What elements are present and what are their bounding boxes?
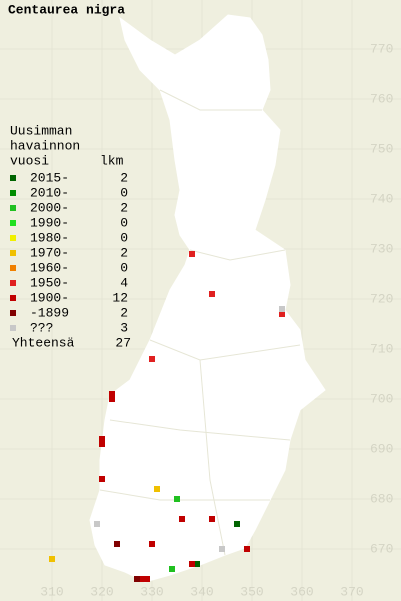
legend: 2015- 2 2010- 0 2000- 2 1990- 0 1980- 0 1970- 2 1960… (10, 170, 131, 350)
legend-swatch (10, 190, 16, 196)
northing-label: 670 (370, 541, 393, 556)
observation-square (179, 516, 185, 522)
northing-label: 700 (370, 391, 393, 406)
easting-label: 320 (90, 584, 113, 599)
total-label: Yhteensä (12, 335, 75, 350)
northing-label: 710 (370, 341, 393, 356)
legend-count: 0 (120, 230, 128, 245)
legend-label: 1990- (30, 215, 69, 230)
legend-heading: havainnon (10, 138, 80, 153)
legend-swatch (10, 310, 16, 316)
legend-swatch (10, 175, 16, 181)
legend-count: 0 (120, 260, 128, 275)
legend-label: 2010- (30, 185, 69, 200)
legend-label: 1980- (30, 230, 69, 245)
observation-square (189, 251, 195, 257)
observation-square (209, 291, 215, 297)
northing-label: 730 (370, 241, 393, 256)
map-title: Centaurea nigra (8, 2, 125, 17)
easting-label: 360 (290, 584, 313, 599)
legend-label: 1960- (30, 260, 69, 275)
region-border (99, 489, 270, 501)
northing-label: 690 (370, 441, 393, 456)
observation-square (209, 516, 215, 522)
northing-label: 750 (370, 141, 393, 156)
observation-square (49, 556, 55, 562)
legend-count: 0 (120, 185, 128, 200)
legend-swatch (10, 280, 16, 286)
observation-square (99, 476, 105, 482)
legend-label: 1950- (30, 275, 69, 290)
legend-label: 2015- (30, 170, 69, 185)
region-border (189, 249, 286, 261)
observation-square (144, 576, 150, 582)
observation-square (189, 561, 195, 567)
observation-square (169, 566, 175, 572)
easting-label: 350 (240, 584, 263, 599)
easting-label: 370 (340, 584, 363, 599)
easting-label: 310 (40, 584, 63, 599)
legend-header-count: lkm (100, 153, 124, 168)
observation-square (109, 391, 115, 397)
observation-square (149, 356, 155, 362)
observation-square (244, 546, 250, 552)
region-borders (99, 89, 301, 556)
legend-label: 2000- (30, 200, 69, 215)
legend-swatch (10, 235, 16, 241)
legend-count: 3 (120, 320, 128, 335)
legend-label: ??? (30, 320, 53, 335)
northing-label: 770 (370, 41, 393, 56)
observations (49, 251, 285, 582)
northing-label: 720 (370, 291, 393, 306)
legend-swatch (10, 250, 16, 256)
legend-count: 2 (120, 305, 128, 320)
observation-square (99, 441, 105, 447)
legend-swatch (10, 205, 16, 211)
legend-swatch (10, 265, 16, 271)
legend-label: 1900- (30, 290, 69, 305)
finland-outline (89, 14, 326, 583)
observation-square (194, 561, 200, 567)
legend-count: 0 (120, 215, 128, 230)
legend-count: 2 (120, 245, 128, 260)
legend-heading: Uusimman (10, 123, 72, 138)
easting-label: 340 (190, 584, 213, 599)
total-count: 27 (115, 335, 131, 350)
legend-count: 12 (112, 290, 128, 305)
observation-square (234, 521, 240, 527)
observation-square (99, 436, 105, 442)
observation-square (139, 576, 145, 582)
legend-swatch (10, 325, 16, 331)
legend-swatch (10, 295, 16, 301)
legend-header-year: vuosi (10, 153, 49, 168)
observation-square (174, 496, 180, 502)
observation-square (219, 546, 225, 552)
legend-label: -1899 (30, 305, 69, 320)
region-border (199, 359, 226, 556)
easting-label: 330 (140, 584, 163, 599)
observation-square (94, 521, 100, 527)
region-border (159, 89, 262, 111)
observation-square (109, 396, 115, 402)
northing-label: 740 (370, 191, 393, 206)
observation-square (279, 311, 285, 317)
legend-label: 1970- (30, 245, 69, 260)
northing-label: 680 (370, 491, 393, 506)
observation-square (149, 541, 155, 547)
northing-label: 760 (370, 91, 393, 106)
legend-count: 2 (120, 200, 128, 215)
legend-swatch (10, 220, 16, 226)
observation-square (154, 486, 160, 492)
legend-count: 4 (120, 275, 128, 290)
legend-count: 2 (120, 170, 128, 185)
observation-square (134, 576, 140, 582)
observation-square (114, 541, 120, 547)
observation-square (279, 306, 285, 312)
region-border (109, 419, 291, 441)
